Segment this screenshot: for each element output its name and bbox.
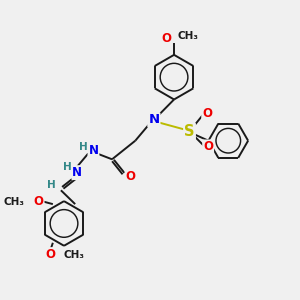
Text: H: H	[63, 162, 72, 172]
Text: H: H	[47, 180, 56, 190]
Text: N: N	[72, 166, 82, 179]
Text: S: S	[184, 124, 195, 139]
Text: O: O	[161, 32, 171, 45]
Text: CH₃: CH₃	[4, 197, 25, 207]
Text: O: O	[34, 195, 44, 208]
Text: CH₃: CH₃	[64, 250, 85, 260]
Text: N: N	[148, 113, 160, 126]
Text: O: O	[45, 248, 56, 261]
Text: O: O	[126, 169, 136, 182]
Text: CH₃: CH₃	[178, 31, 199, 41]
Text: N: N	[88, 144, 98, 158]
Text: O: O	[202, 107, 212, 120]
Text: O: O	[203, 140, 213, 153]
Text: H: H	[79, 142, 88, 152]
